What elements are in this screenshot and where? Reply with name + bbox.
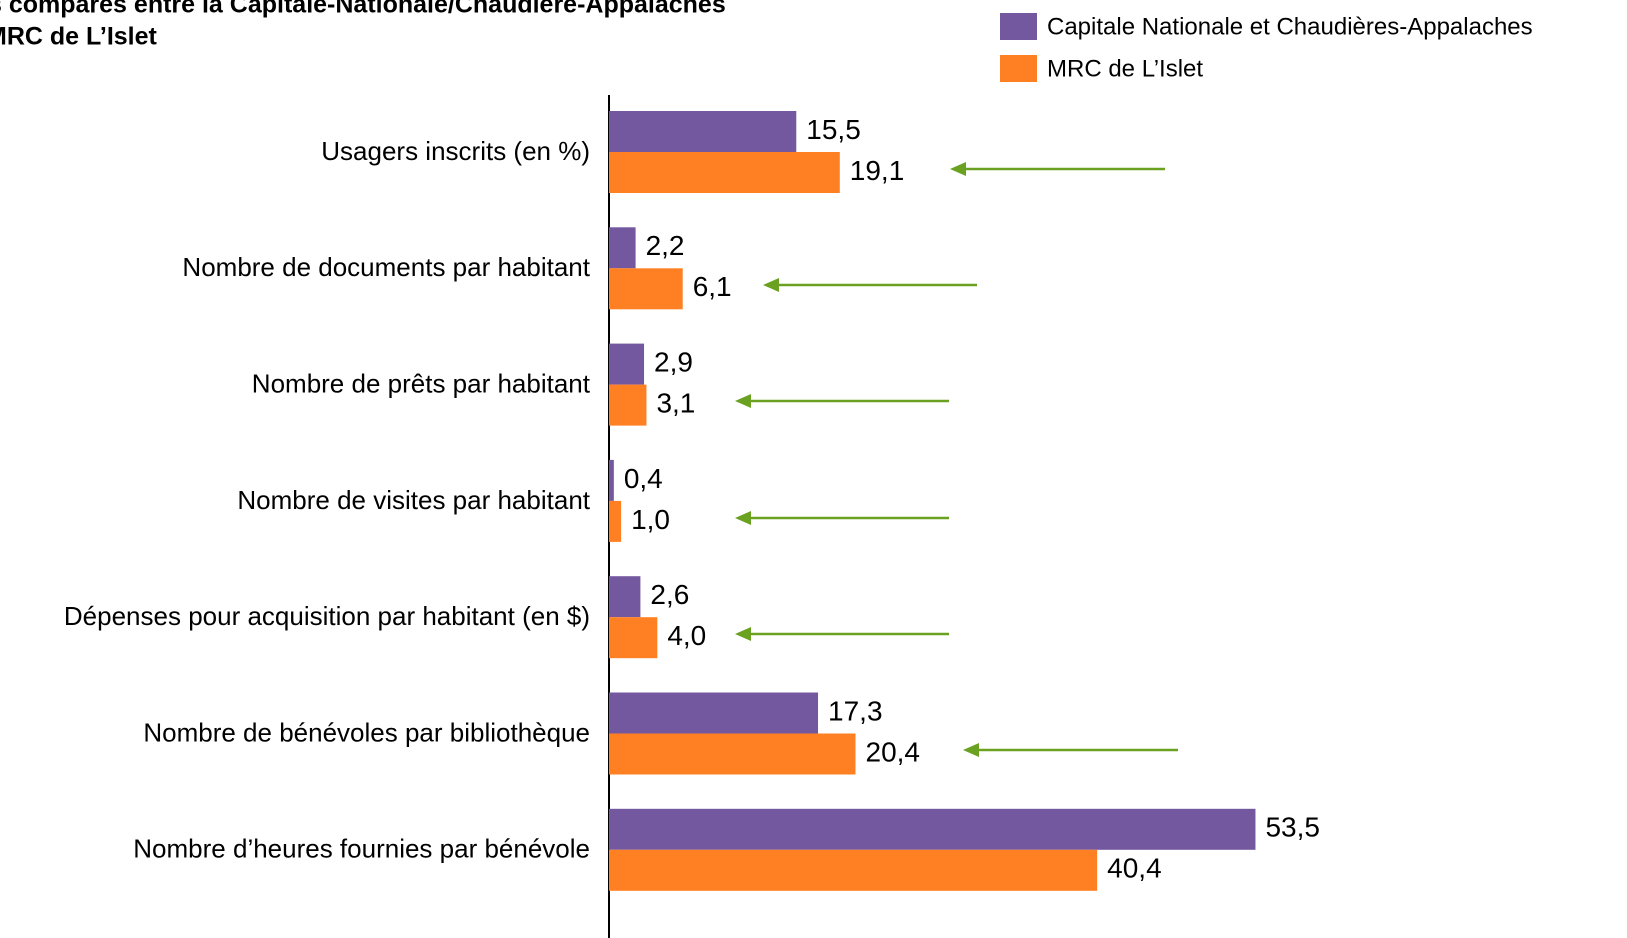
bar (609, 227, 636, 269)
bar (609, 343, 645, 385)
value-label: 4,0 (667, 620, 706, 651)
y-tick-label: Usagers inscrits (en %) (321, 136, 590, 166)
bar (609, 733, 856, 775)
arrows (735, 162, 1178, 757)
y-tick-label: Nombre de prêts par habitant (252, 368, 591, 398)
legend-label: Capitale Nationale et Chaudières-Appalac… (1047, 13, 1533, 40)
legend-swatch (1000, 13, 1037, 40)
bar (609, 268, 683, 310)
value-label: 2,9 (654, 346, 693, 377)
value-label: 19,1 (850, 155, 905, 186)
bar (609, 808, 1256, 850)
bar (609, 152, 840, 193)
value-label: 1,0 (631, 504, 670, 535)
value-label: 2,6 (650, 579, 689, 610)
bar (609, 500, 622, 542)
bar (609, 692, 819, 734)
bar (609, 617, 658, 659)
bar (609, 576, 641, 618)
bar (609, 459, 614, 501)
arrow-head (735, 511, 751, 525)
chart-title: MRC de L’Islet (0, 23, 158, 51)
value-label: 17,3 (828, 695, 883, 726)
chart-title: s comparés entre la Capitale-Nationale/C… (0, 0, 726, 19)
value-label: 0,4 (624, 463, 663, 494)
arrow-head (735, 627, 751, 641)
arrow-head (763, 278, 779, 292)
value-label: 20,4 (866, 736, 921, 767)
legend-swatch (1000, 55, 1037, 82)
arrow-head (963, 743, 979, 757)
arrow-head (950, 162, 966, 176)
y-tick-label: Nombre de visites par habitant (237, 485, 590, 515)
y-tick-label: Nombre de documents par habitant (182, 252, 590, 282)
y-tick-label: Dépenses pour acquisition par habitant (… (64, 601, 590, 631)
value-label: 2,2 (646, 230, 685, 261)
y-tick-label: Nombre de bénévoles par bibliothèque (143, 717, 590, 747)
bar (609, 384, 647, 426)
legend-label: MRC de L’Islet (1047, 55, 1203, 82)
value-label: 53,5 (1265, 812, 1320, 843)
value-label: 6,1 (693, 271, 732, 302)
value-label: 40,4 (1107, 853, 1162, 884)
value-label: 3,1 (656, 387, 695, 418)
arrow-head (735, 394, 751, 408)
y-tick-label: Nombre d’heures fournies par bénévole (133, 834, 590, 864)
value-label: 15,5 (806, 114, 861, 145)
bar (609, 849, 1098, 891)
bar (609, 111, 797, 152)
